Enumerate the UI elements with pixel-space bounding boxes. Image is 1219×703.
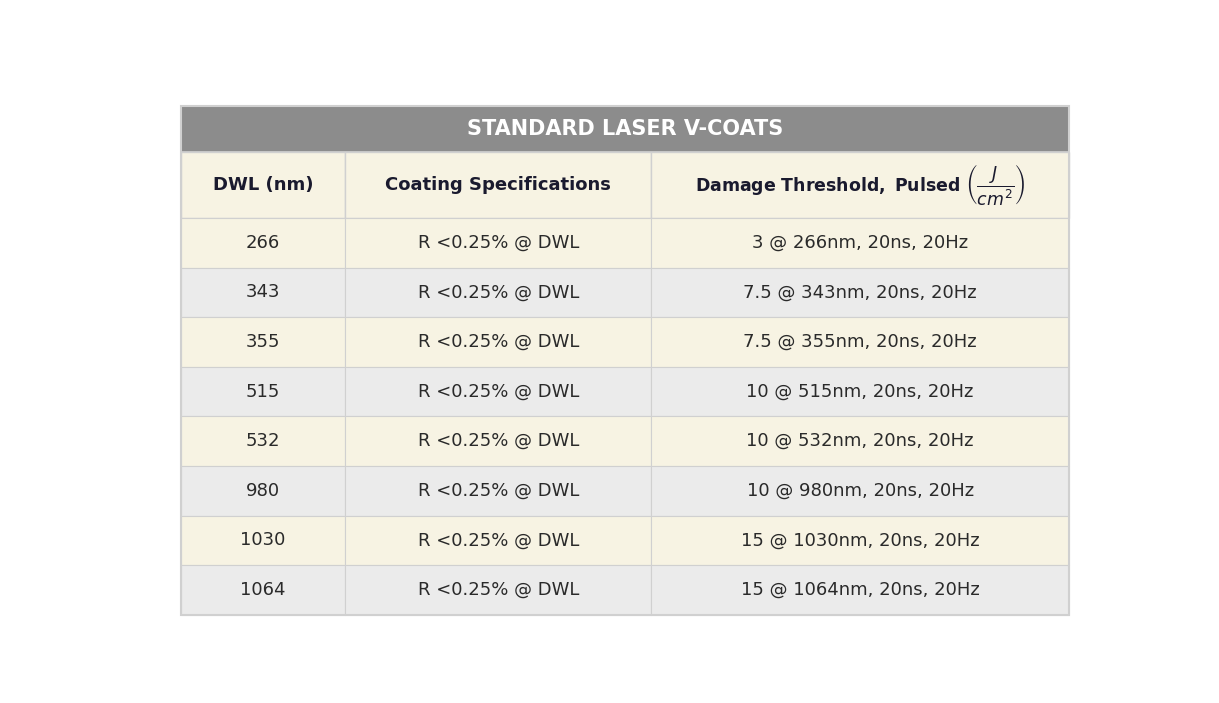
Text: 10 @ 515nm, 20ns, 20Hz: 10 @ 515nm, 20ns, 20Hz (746, 382, 974, 401)
Text: R <0.25% @ DWL: R <0.25% @ DWL (417, 333, 579, 351)
FancyBboxPatch shape (651, 466, 1069, 515)
Text: 1030: 1030 (240, 531, 285, 550)
FancyBboxPatch shape (651, 515, 1069, 565)
Text: Coating Specifications: Coating Specifications (385, 176, 611, 194)
FancyBboxPatch shape (180, 416, 345, 466)
Text: 15 @ 1064nm, 20ns, 20Hz: 15 @ 1064nm, 20ns, 20Hz (741, 581, 979, 599)
Text: R <0.25% @ DWL: R <0.25% @ DWL (417, 581, 579, 599)
FancyBboxPatch shape (651, 152, 1069, 218)
Text: DWL (nm): DWL (nm) (212, 176, 313, 194)
FancyBboxPatch shape (345, 565, 651, 615)
Text: 343: 343 (245, 283, 280, 302)
FancyBboxPatch shape (180, 106, 1069, 152)
Text: R <0.25% @ DWL: R <0.25% @ DWL (417, 382, 579, 401)
FancyBboxPatch shape (345, 416, 651, 466)
FancyBboxPatch shape (651, 367, 1069, 416)
Text: R <0.25% @ DWL: R <0.25% @ DWL (417, 234, 579, 252)
FancyBboxPatch shape (180, 218, 345, 268)
Text: 532: 532 (245, 432, 280, 450)
FancyBboxPatch shape (651, 416, 1069, 466)
FancyBboxPatch shape (180, 565, 345, 615)
Text: $\mathbf{Damage\ Threshold,\ Pulsed}\ \left(\dfrac{J}{cm^2}\right)$: $\mathbf{Damage\ Threshold,\ Pulsed}\ \l… (695, 162, 1025, 207)
FancyBboxPatch shape (651, 218, 1069, 268)
Text: 266: 266 (246, 234, 280, 252)
FancyBboxPatch shape (345, 268, 651, 317)
FancyBboxPatch shape (651, 565, 1069, 615)
FancyBboxPatch shape (180, 268, 345, 317)
FancyBboxPatch shape (345, 218, 651, 268)
FancyBboxPatch shape (180, 317, 345, 367)
Text: R <0.25% @ DWL: R <0.25% @ DWL (417, 531, 579, 550)
FancyBboxPatch shape (345, 466, 651, 515)
FancyBboxPatch shape (345, 152, 651, 218)
Text: 3 @ 266nm, 20ns, 20Hz: 3 @ 266nm, 20ns, 20Hz (752, 234, 968, 252)
FancyBboxPatch shape (345, 317, 651, 367)
Text: 7.5 @ 343nm, 20ns, 20Hz: 7.5 @ 343nm, 20ns, 20Hz (744, 283, 976, 302)
Text: 515: 515 (246, 382, 280, 401)
Text: R <0.25% @ DWL: R <0.25% @ DWL (417, 283, 579, 302)
FancyBboxPatch shape (180, 515, 345, 565)
FancyBboxPatch shape (345, 515, 651, 565)
Text: R <0.25% @ DWL: R <0.25% @ DWL (417, 432, 579, 450)
FancyBboxPatch shape (180, 367, 345, 416)
Text: R <0.25% @ DWL: R <0.25% @ DWL (417, 482, 579, 500)
Text: STANDARD LASER V-COATS: STANDARD LASER V-COATS (467, 119, 783, 139)
FancyBboxPatch shape (651, 268, 1069, 317)
FancyBboxPatch shape (180, 152, 345, 218)
Text: 1064: 1064 (240, 581, 285, 599)
FancyBboxPatch shape (651, 317, 1069, 367)
FancyBboxPatch shape (180, 466, 345, 515)
Text: 10 @ 532nm, 20ns, 20Hz: 10 @ 532nm, 20ns, 20Hz (746, 432, 974, 450)
Text: 7.5 @ 355nm, 20ns, 20Hz: 7.5 @ 355nm, 20ns, 20Hz (744, 333, 976, 351)
FancyBboxPatch shape (345, 367, 651, 416)
Text: 980: 980 (246, 482, 280, 500)
Text: 15 @ 1030nm, 20ns, 20Hz: 15 @ 1030nm, 20ns, 20Hz (741, 531, 979, 550)
Text: 10 @ 980nm, 20ns, 20Hz: 10 @ 980nm, 20ns, 20Hz (746, 482, 974, 500)
Text: 355: 355 (245, 333, 280, 351)
